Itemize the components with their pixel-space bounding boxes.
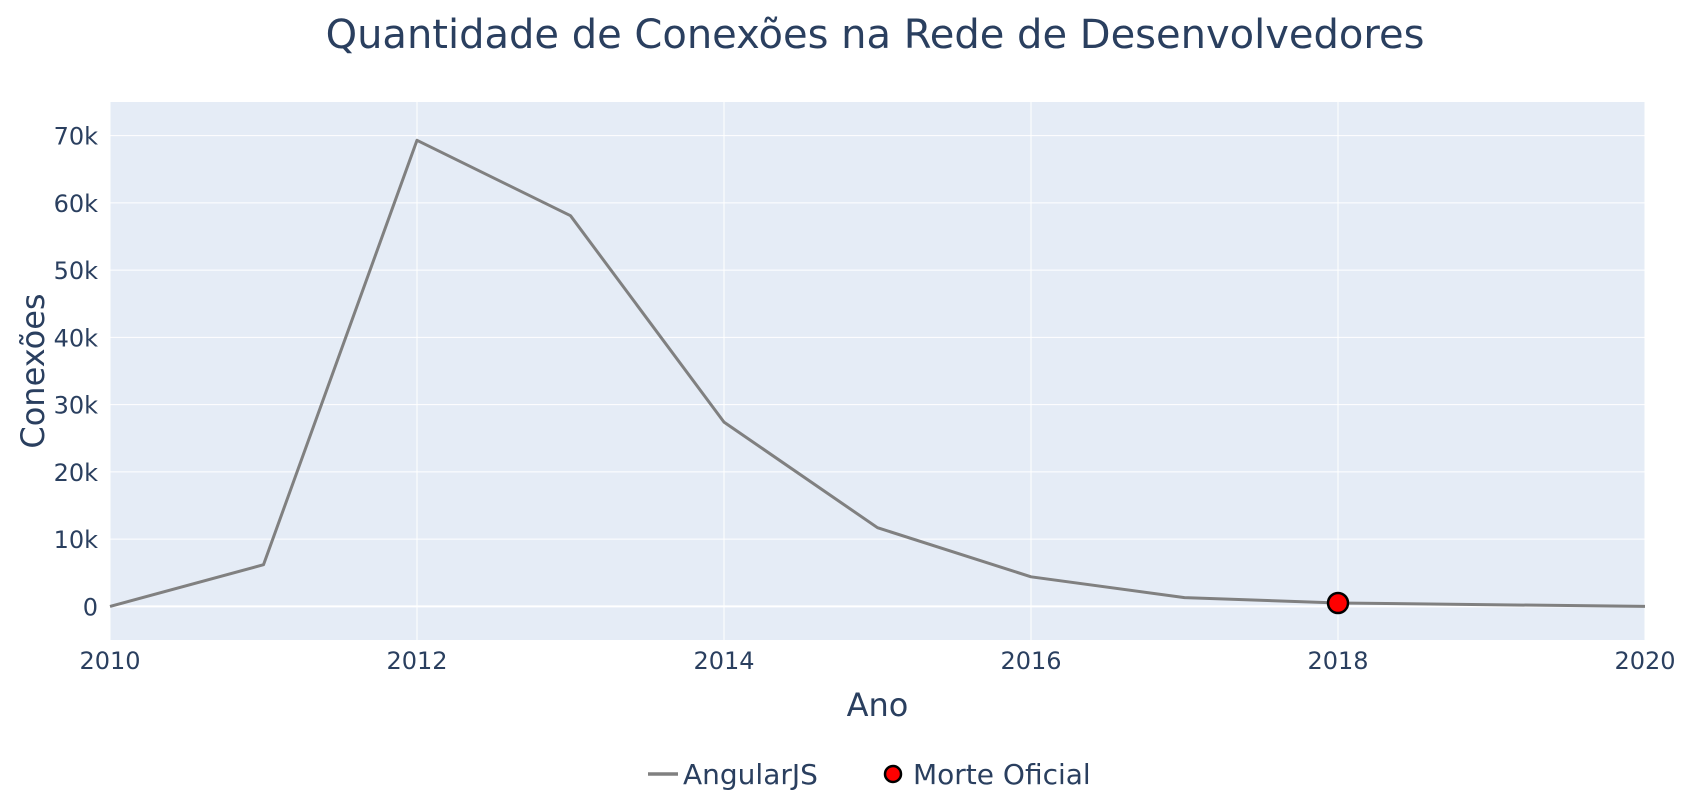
chart-title: Quantidade de Conexões na Rede de Desenv… bbox=[326, 12, 1425, 58]
x-tick-label: 2012 bbox=[386, 647, 447, 675]
x-tick-label: 2016 bbox=[1000, 647, 1061, 675]
x-tick-label: 2020 bbox=[1614, 647, 1675, 675]
grid-lines bbox=[109, 102, 1646, 640]
tick-labels: 0 10k 20k 30k 40k 50k 60k 70k 2010 2012 2014 2016 20… bbox=[54, 123, 1676, 675]
legend: AngularJS Morte Oficial bbox=[648, 758, 1091, 791]
marker-morte-oficial bbox=[1326, 591, 1350, 615]
x-tick-label: 2014 bbox=[693, 647, 754, 675]
x-axis-title: Ano bbox=[847, 686, 909, 724]
x-tick-label: 2018 bbox=[1307, 647, 1368, 675]
legend-swatch-morte-oficial bbox=[883, 764, 903, 784]
y-axis-title: Conexões bbox=[14, 293, 52, 448]
plot-area bbox=[110, 102, 1645, 640]
series-layer bbox=[109, 138, 1646, 615]
y-tick-label: 0 bbox=[83, 593, 98, 621]
y-tick-label: 50k bbox=[54, 257, 99, 285]
y-tick-label: 30k bbox=[54, 392, 99, 420]
x-tick-label: 2010 bbox=[79, 647, 140, 675]
legend-label-angularjs: AngularJS bbox=[683, 758, 818, 791]
y-tick-label: 70k bbox=[54, 123, 99, 151]
y-tick-label: 40k bbox=[54, 324, 99, 352]
series-line-angularjs bbox=[109, 138, 1646, 608]
legend-label-morte-oficial: Morte Oficial bbox=[913, 758, 1091, 791]
y-tick-label: 60k bbox=[54, 190, 99, 218]
y-tick-label: 10k bbox=[54, 526, 99, 554]
y-tick-label: 20k bbox=[54, 459, 99, 487]
